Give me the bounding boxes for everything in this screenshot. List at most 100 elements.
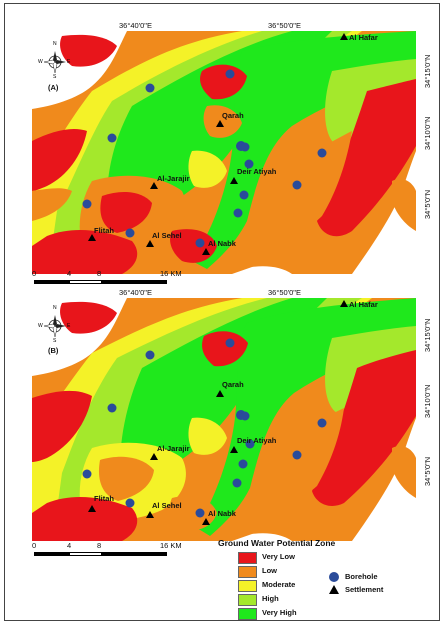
lat-label-1-b: 34°15'0"N bbox=[423, 318, 432, 352]
settlement-label-al-hafar-b: Al Hafar bbox=[349, 300, 378, 309]
legend-label: Low bbox=[262, 566, 277, 575]
borehole bbox=[145, 350, 155, 360]
settlement bbox=[216, 120, 224, 127]
settlement-label-qarah: Qarah bbox=[222, 111, 244, 120]
settlement bbox=[150, 453, 158, 460]
borehole bbox=[195, 508, 205, 518]
scale-label-8-b: 8 bbox=[97, 541, 102, 550]
compass-icon bbox=[43, 315, 66, 338]
compass-n: N bbox=[53, 41, 57, 47]
legend-label-settlement: Settlement bbox=[345, 585, 384, 594]
borehole bbox=[317, 148, 327, 158]
settlement bbox=[340, 300, 348, 307]
settlement-label-al-sehel-b: Al Sehel bbox=[152, 501, 182, 510]
settlement-label-flitah-b: Flitah bbox=[94, 494, 114, 503]
scale-label-4-b: 4 bbox=[67, 541, 72, 550]
settlement bbox=[230, 177, 238, 184]
legend-label: Very Low bbox=[262, 552, 295, 561]
borehole bbox=[233, 208, 243, 218]
borehole bbox=[240, 142, 250, 152]
legend-label-borehole: Borehole bbox=[345, 572, 378, 581]
lon-label-1: 36°40'0"E bbox=[119, 21, 152, 30]
settlement bbox=[216, 390, 224, 397]
legend-swatch bbox=[238, 608, 257, 620]
compass-e: E bbox=[67, 59, 71, 65]
settlement-label-al-jarajir-b: Al-Jarajir bbox=[157, 444, 190, 453]
settlement bbox=[150, 182, 158, 189]
borehole bbox=[125, 228, 135, 238]
borehole bbox=[245, 439, 255, 449]
settlement-label-al-sehel: Al Sehel bbox=[152, 231, 182, 240]
legend-title: Ground Water Potential Zone bbox=[218, 538, 336, 548]
compass-icon bbox=[43, 51, 66, 74]
panel-label-b: (B) bbox=[48, 346, 59, 355]
symbols-layer-a bbox=[82, 33, 348, 255]
compass-s-b: S bbox=[53, 338, 57, 344]
scale-label-0-b: 0 bbox=[32, 541, 37, 550]
compass-w: W bbox=[38, 59, 43, 65]
settlement bbox=[146, 511, 154, 518]
settlement-label-deir-atiyah-b: Deir Atiyah bbox=[237, 436, 277, 445]
settlement bbox=[340, 33, 348, 40]
legend-swatch bbox=[238, 552, 257, 564]
borehole bbox=[232, 478, 242, 488]
borehole bbox=[238, 459, 248, 469]
compass-w-b: W bbox=[38, 323, 43, 329]
legend-swatch bbox=[238, 580, 257, 592]
settlement-label-qarah-b: Qarah bbox=[222, 380, 244, 389]
compass-n-b: N bbox=[53, 305, 57, 311]
borehole bbox=[239, 190, 249, 200]
settlement-label-flitah: Flitah bbox=[94, 226, 114, 235]
borehole bbox=[317, 418, 327, 428]
borehole bbox=[244, 159, 254, 169]
borehole bbox=[292, 450, 302, 460]
settlement bbox=[146, 240, 154, 247]
legend-swatch bbox=[238, 566, 257, 578]
lon-label-1-b: 36°40'0"E bbox=[119, 288, 152, 297]
settlement bbox=[88, 234, 96, 241]
settlement bbox=[202, 248, 210, 255]
lat-label-3: 34°5'0"N bbox=[423, 189, 432, 219]
borehole bbox=[292, 180, 302, 190]
lon-label-2: 36°50'0"E bbox=[268, 21, 301, 30]
borehole bbox=[225, 338, 235, 348]
borehole bbox=[225, 69, 235, 79]
legend-label: Moderate bbox=[262, 580, 296, 589]
borehole-icon bbox=[329, 572, 339, 582]
north-arrow-b: N E S W bbox=[38, 305, 71, 344]
legend-swatch bbox=[238, 594, 257, 606]
legend-label: Very High bbox=[262, 608, 297, 617]
borehole bbox=[125, 498, 135, 508]
north-arrow-a: N E S W bbox=[38, 41, 71, 80]
scale-label-8: 8 bbox=[97, 269, 102, 278]
settlement bbox=[202, 518, 210, 525]
compass-s: S bbox=[53, 74, 57, 80]
settlement-label-al-jarajir: Al-Jarajir bbox=[157, 174, 190, 183]
settlement bbox=[230, 446, 238, 453]
legend: Ground Water Potential Zone Very Low Low… bbox=[218, 538, 433, 620]
borehole bbox=[107, 133, 117, 143]
lat-label-1: 34°15'0"N bbox=[423, 54, 432, 88]
borehole bbox=[107, 403, 117, 413]
settlement-label-deir-atiyah: Deir Atiyah bbox=[237, 167, 277, 176]
legend-label: High bbox=[262, 594, 279, 603]
borehole bbox=[82, 469, 92, 479]
scale-label-16-b: 16 KM bbox=[160, 541, 182, 550]
settlement bbox=[88, 505, 96, 512]
borehole bbox=[82, 199, 92, 209]
borehole bbox=[240, 411, 250, 421]
figure-frame bbox=[4, 3, 440, 621]
settlement-label-al-nabk: Al Nabk bbox=[208, 239, 236, 248]
gwpz-map-b bbox=[32, 298, 416, 541]
lat-label-2: 34°10'0"N bbox=[423, 116, 432, 150]
scale-label-16: 16 KM bbox=[160, 269, 182, 278]
gwpz-map-a bbox=[32, 31, 416, 274]
borehole bbox=[145, 83, 155, 93]
scale-label-4: 4 bbox=[67, 269, 72, 278]
scale-label-0: 0 bbox=[32, 269, 37, 278]
lat-label-3-b: 34°5'0"N bbox=[423, 456, 432, 486]
compass-e-b: E bbox=[67, 323, 71, 329]
borehole bbox=[195, 238, 205, 248]
panel-label-a: (A) bbox=[48, 83, 59, 92]
settlement-icon bbox=[329, 585, 339, 594]
